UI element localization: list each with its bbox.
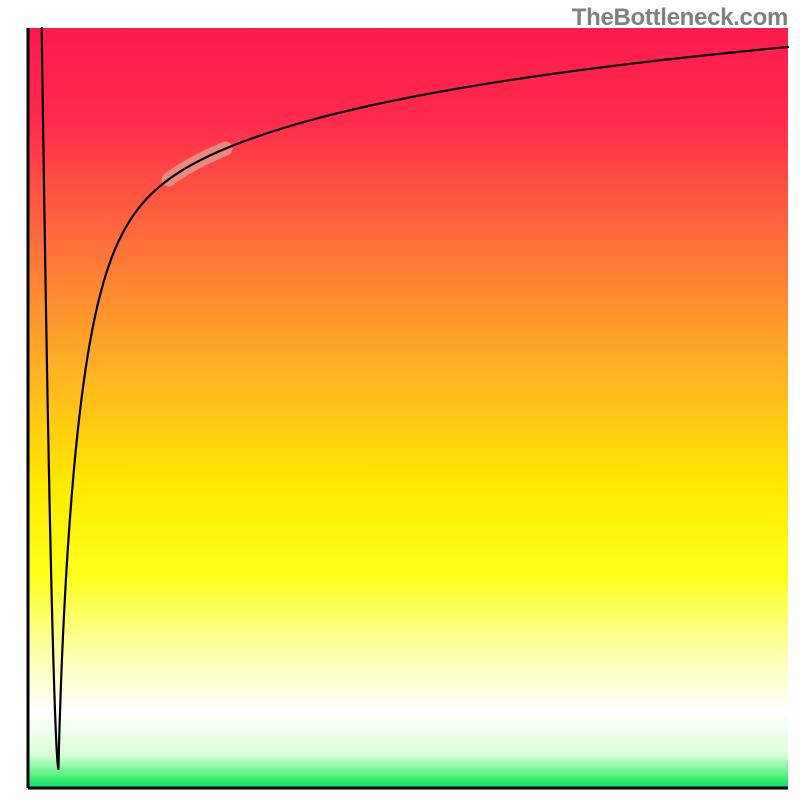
bottleneck-chart bbox=[0, 0, 800, 800]
plot-background bbox=[28, 28, 788, 788]
chart-container: { "watermark": { "text": "TheBottleneck.… bbox=[0, 0, 800, 800]
